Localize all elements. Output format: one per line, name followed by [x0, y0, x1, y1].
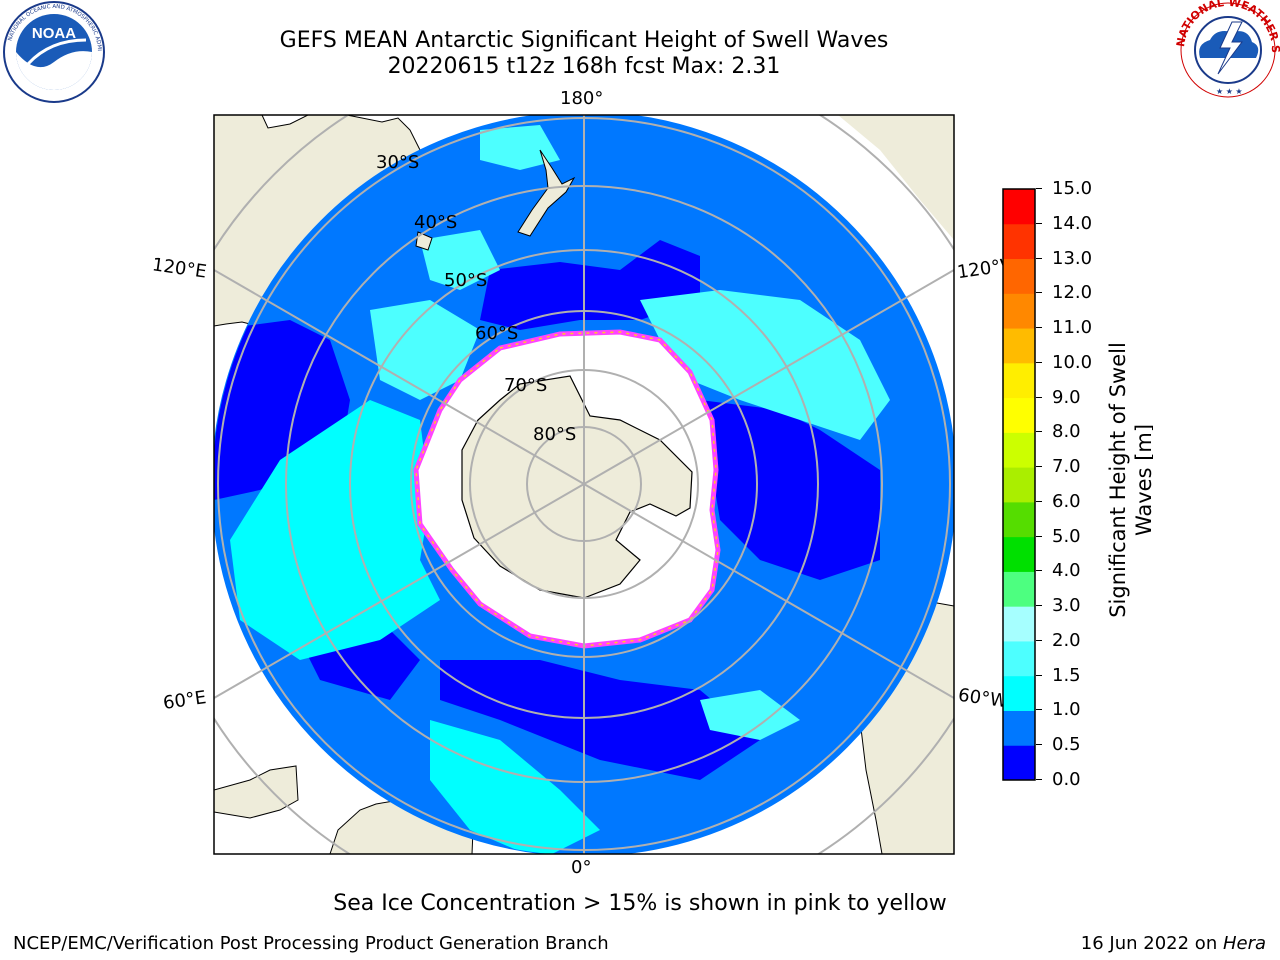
lon-label-0: 0° — [571, 857, 592, 878]
colorbar-tick-mark — [1036, 535, 1042, 537]
colorbar-segment — [1003, 432, 1035, 468]
colorbar-segment — [1003, 189, 1035, 225]
colorbar-tick-label: 13.0 — [1052, 247, 1093, 269]
noaa-logo: NOAA NATIONAL OCEANIC AND ATMOSPHERIC AD… — [2, 0, 105, 103]
chart-subtitle: 20220615 t12z 168h fcst Max: 2.31 — [387, 54, 781, 79]
svg-text:★ ★ ★: ★ ★ ★ — [1216, 87, 1243, 96]
colorbar-tick-label: 12.0 — [1052, 282, 1093, 304]
colorbar-tick-label: 2.0 — [1052, 629, 1081, 651]
colorbar-segment — [1003, 258, 1035, 294]
colorbar-tick-mark — [1036, 361, 1042, 363]
colorbar-tick-mark — [1036, 674, 1042, 676]
colorbar-tick-mark — [1036, 605, 1042, 607]
colorbar-tick-mark — [1036, 188, 1042, 189]
lat-label-30s: 30°S — [376, 152, 420, 173]
graticule — [214, 115, 954, 854]
colorbar-segment — [1003, 501, 1035, 538]
colorbar-segment — [1003, 536, 1035, 572]
colorbar-segment — [1003, 745, 1035, 781]
colorbar-tick-label: 7.0 — [1052, 456, 1081, 478]
colorbar-label: Significant Height of Swell Waves [m] — [1103, 200, 1156, 760]
colorbar-tick-mark — [1036, 744, 1042, 746]
colorbar-tick-mark — [1036, 639, 1042, 641]
colorbar — [1002, 188, 1036, 781]
nws-logo: NATIONAL WEATHER SERVICE ★ ★ ★ — [1176, 0, 1280, 98]
colorbar-tick-mark — [1036, 779, 1042, 780]
new-zealand-land — [517, 149, 576, 237]
colorbar-label-line1: Significant Height of Swell — [1106, 342, 1130, 618]
colorbar-tick-label: 1.5 — [1052, 664, 1081, 686]
colorbar-tick-mark — [1036, 709, 1042, 711]
colorbar-tick-label: 5.0 — [1052, 525, 1081, 547]
colorbar-segment — [1003, 362, 1035, 399]
colorbar-tick-label: 0.0 — [1052, 769, 1081, 790]
lat-label-60s: 60°S — [475, 323, 519, 344]
colorbar-segment — [1003, 293, 1035, 329]
noaa-logo-text: NOAA — [32, 25, 76, 42]
colorbar-tick-mark — [1036, 466, 1042, 468]
colorbar-tick-label: 4.0 — [1052, 560, 1081, 582]
colorbar-segment — [1003, 467, 1035, 503]
colorbar-segment — [1003, 710, 1035, 746]
colorbar-tick-label: 3.0 — [1052, 595, 1081, 617]
colorbar-tick-mark — [1036, 327, 1042, 329]
footer-host: Hera — [1222, 933, 1266, 954]
colorbar-segment — [1003, 328, 1035, 364]
colorbar-tick-mark — [1036, 431, 1042, 433]
colorbar-label-line2: Waves [m] — [1132, 424, 1153, 536]
colorbar-tick-label: 9.0 — [1052, 386, 1081, 408]
colorbar-tick-mark — [1036, 222, 1042, 224]
colorbar-tick-label: 8.0 — [1052, 421, 1081, 443]
colorbar-tick-label: 0.5 — [1052, 734, 1081, 756]
lat-label-80s: 80°S — [533, 424, 577, 445]
colorbar-tick-mark — [1036, 257, 1042, 259]
colorbar-tick-label: 11.0 — [1052, 317, 1093, 339]
sea-ice-caption: Sea Ice Concentration > 15% is shown in … — [333, 891, 947, 916]
colorbar-tick-label: 14.0 — [1052, 212, 1093, 234]
colorbar-tick-label: 1.0 — [1052, 699, 1081, 721]
colorbar-tick-mark — [1036, 396, 1042, 398]
colorbar-tick-label: 15.0 — [1052, 178, 1093, 199]
footer-date: 16 Jun 2022 on — [1080, 933, 1223, 954]
lon-label-180: 180° — [560, 88, 604, 109]
lat-label-40s: 40°S — [414, 212, 458, 233]
colorbar-segment — [1003, 571, 1035, 607]
colorbar-segment — [1003, 397, 1035, 433]
colorbar-tick-mark — [1036, 570, 1042, 572]
colorbar-tick-label: 6.0 — [1052, 490, 1081, 512]
lat-label-50s: 50°S — [444, 270, 488, 291]
footer-left: NCEP/EMC/Verification Post Processing Pr… — [13, 933, 609, 954]
lat-label-70s: 70°S — [504, 375, 548, 396]
colorbar-segment — [1003, 606, 1035, 642]
chart-title: GEFS MEAN Antarctic Significant Height o… — [279, 28, 889, 53]
colorbar-tick-label: 10.0 — [1052, 351, 1093, 373]
footer-right: 16 Jun 2022 on Hera — [1081, 933, 1266, 954]
colorbar-segment — [1003, 223, 1035, 260]
colorbar-segment — [1003, 675, 1035, 711]
colorbar-segment — [1003, 640, 1035, 677]
colorbar-tick-mark — [1036, 292, 1042, 294]
colorbar-tick-mark — [1036, 500, 1042, 502]
